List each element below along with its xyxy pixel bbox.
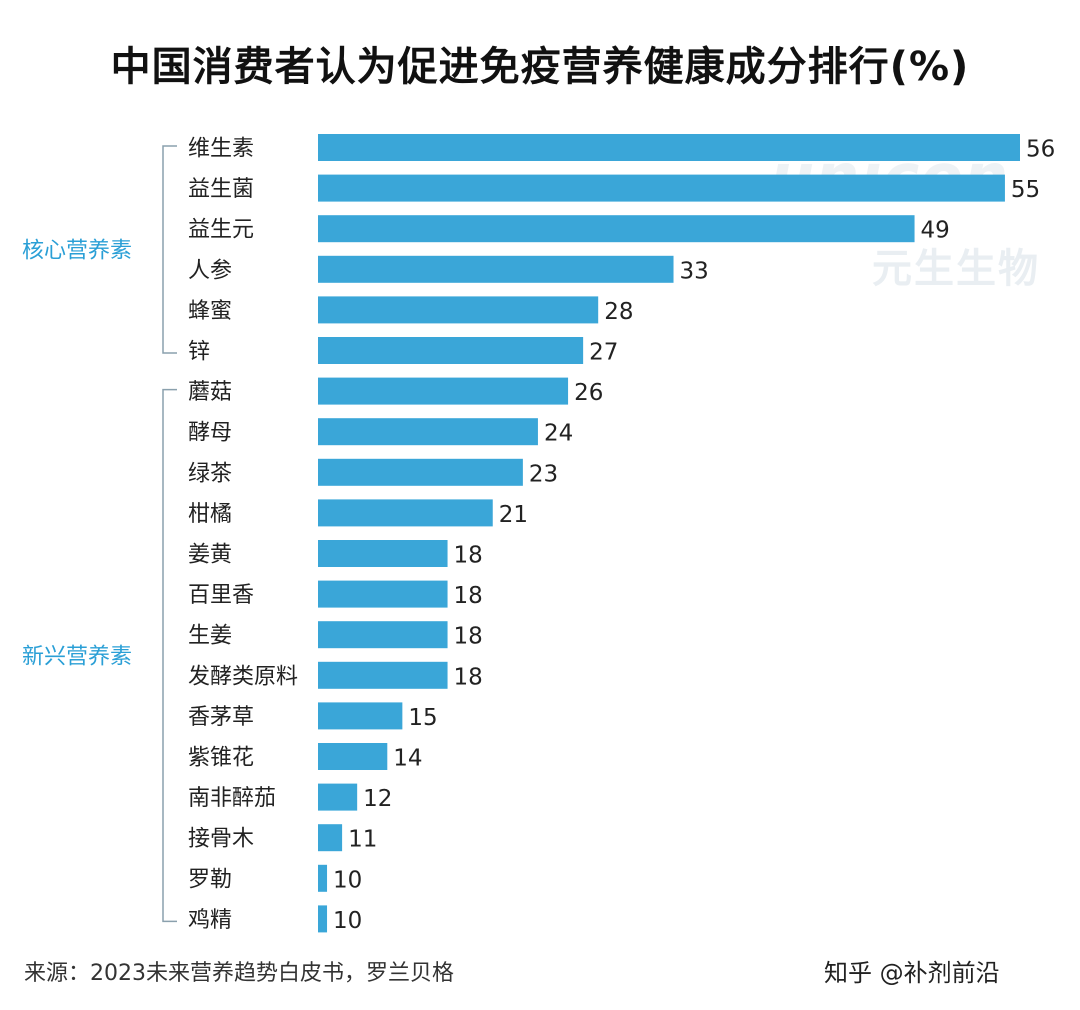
category-label: 接骨木	[188, 827, 254, 852]
value-label: 28	[604, 299, 633, 325]
value-label: 18	[454, 624, 483, 650]
category-label: 酵母	[188, 421, 232, 446]
bar	[318, 255, 674, 283]
bar	[318, 174, 1005, 202]
value-label: 26	[574, 380, 603, 406]
category-label: 柑橘	[188, 502, 232, 527]
bar	[318, 743, 388, 770]
bar	[318, 905, 328, 933]
category-label: 绿茶	[188, 461, 232, 486]
source-note: 来源：2023未来营养趋势白皮书，罗兰贝格	[24, 961, 454, 986]
value-label: 27	[589, 340, 618, 366]
value-label: 23	[529, 461, 558, 487]
category-label: 发酵类原料	[188, 664, 298, 689]
category-label: 紫锥花	[188, 746, 254, 771]
value-label: 56	[1026, 137, 1055, 163]
category-label: 罗勒	[188, 867, 232, 892]
bar	[318, 540, 448, 567]
bar	[318, 337, 584, 364]
category-label: 益生元	[188, 218, 254, 243]
value-label: 49	[921, 218, 950, 244]
category-label: 益生菌	[188, 177, 254, 202]
value-label: 10	[333, 908, 362, 934]
bar	[318, 134, 1020, 161]
value-label: 10	[333, 867, 362, 893]
value-label: 21	[499, 502, 528, 528]
bar	[318, 458, 523, 486]
bar	[318, 621, 448, 649]
category-label: 人参	[188, 258, 232, 283]
value-label: 33	[680, 258, 709, 284]
value-label: 18	[454, 543, 483, 569]
value-label: 14	[393, 746, 422, 772]
category-label: 生姜	[188, 624, 232, 649]
bar	[318, 377, 569, 405]
category-label: 维生素	[188, 137, 254, 162]
value-label: 18	[454, 583, 483, 609]
bar	[318, 702, 403, 730]
category-label: 蘑菇	[188, 380, 232, 405]
category-label: 锌	[188, 340, 210, 365]
category-label: 鸡精	[188, 908, 232, 933]
group-label: 新兴营养素	[22, 645, 132, 670]
bar	[318, 864, 328, 892]
category-label: 蜂蜜	[188, 299, 232, 324]
group-label: 核心营养素	[22, 239, 132, 264]
bar	[318, 418, 538, 446]
value-label: 55	[1011, 177, 1040, 203]
category-label: 百里香	[188, 583, 254, 608]
bar	[318, 296, 599, 324]
category-label: 香茅草	[188, 705, 254, 730]
category-label: 南非醉茄	[188, 786, 276, 811]
group-bracket	[162, 388, 177, 923]
value-label: 18	[454, 664, 483, 690]
bar	[318, 215, 915, 243]
group-bracket	[162, 145, 177, 354]
bar	[318, 499, 493, 527]
value-label: 11	[348, 827, 377, 853]
value-label: 24	[544, 421, 573, 447]
credit-label: 知乎 @补剂前沿	[824, 959, 1000, 987]
watermark-text: 元生生物	[872, 246, 1040, 292]
category-label: 姜黄	[188, 543, 232, 568]
bar	[318, 824, 343, 852]
value-label: 12	[363, 786, 392, 812]
chart-title: 中国消费者认为促进免疫营养健康成分排行(%)	[110, 44, 970, 90]
value-label: 15	[408, 705, 437, 731]
bar	[318, 580, 448, 608]
bar	[318, 661, 448, 689]
bar	[318, 783, 358, 811]
